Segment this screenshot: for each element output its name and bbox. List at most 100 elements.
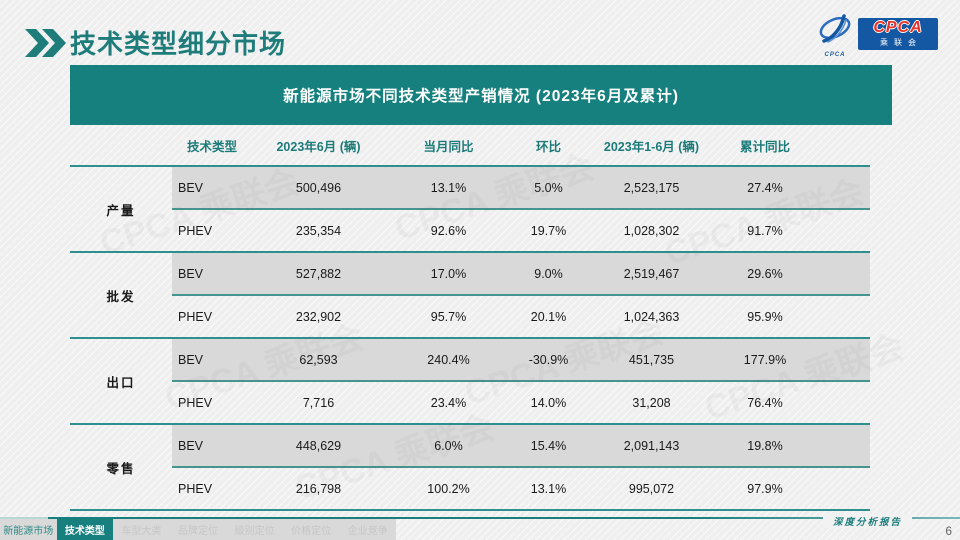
table-cell: 500,496: [252, 166, 385, 210]
table-cell: 17.0%: [385, 252, 512, 296]
table-cell: 1,028,302: [585, 209, 718, 253]
table-cell: 92.6%: [385, 209, 512, 253]
table-row: 出口 BEV 62,593 240.4% -30.9% 451,735 177.9%: [70, 338, 870, 425]
table-cell: 27.4%: [718, 166, 812, 210]
table-row: PHEV 7,716 23.4% 14.0% 31,208 76.4%: [70, 381, 870, 425]
table-row: 产量 BEV 500,496 13.1% 5.0% 2,523,175 27.4%: [70, 166, 870, 253]
footer-report-label: 深度分析报告: [822, 514, 912, 528]
cpca-logo: CPCA CPCA 乘联会: [814, 8, 938, 58]
table-row: PHEV 232,902 95.7% 20.1% 1,024,363 95.9%: [70, 295, 870, 339]
table-cell: [812, 424, 870, 468]
row-group-label: 批发: [70, 252, 172, 339]
table-cell: 177.9%: [718, 338, 812, 382]
table-row: PHEV 216,798 100.2% 13.1% 995,072 97.9%: [70, 467, 870, 511]
table-cell: 100.2%: [385, 467, 512, 511]
table-cell: [812, 166, 870, 210]
table-cell: [812, 295, 870, 339]
bottom-tab[interactable]: 车型大类: [121, 526, 162, 537]
table-cell: BEV: [172, 424, 252, 468]
table-cell: 7,716: [252, 381, 385, 425]
table-cell: 451,735: [585, 338, 718, 382]
table-cell: 232,902: [252, 295, 385, 339]
table-row: 批发 BEV 527,882 17.0% 9.0% 2,519,467 29.6%: [70, 252, 870, 339]
logo-chinese-text: 乘联会: [880, 38, 922, 47]
header-spacer: [812, 125, 870, 167]
bottom-tab-bar: 新能源市场 技术类型 车型大类 品牌定位 级别定位 价格定位 企业竞争: [0, 519, 396, 540]
table-cell: 995,072: [585, 467, 718, 511]
col-header-tech: 技术类型: [172, 125, 252, 167]
bottom-tab[interactable]: 价格定位: [291, 526, 332, 537]
table-cell: 2,519,467: [585, 252, 718, 296]
table-cell: 448,629: [252, 424, 385, 468]
table-cell: [812, 252, 870, 296]
table-cell: PHEV: [172, 381, 252, 425]
cpca-logo-box: CPCA 乘联会: [858, 18, 938, 50]
logo-cpca-text: CPCA: [873, 19, 923, 36]
bottom-tab[interactable]: 企业竞争: [347, 526, 388, 537]
table-cell: PHEV: [172, 295, 252, 339]
table-cell: 31,208: [585, 381, 718, 425]
table-title-banner: 新能源市场不同技术类型产销情况 (2023年6月及累计): [70, 65, 892, 125]
table-cell: 97.9%: [718, 467, 812, 511]
slide-header: 技术类型细分市场: [24, 24, 286, 61]
col-header-cum: 累计同比: [718, 125, 812, 167]
table-cell: 91.7%: [718, 209, 812, 253]
table-cell: 95.7%: [385, 295, 512, 339]
table-cell: 23.4%: [385, 381, 512, 425]
table-header-row: 技术类型 2023年6月 (辆) 当月同比 环比 2023年1-6月 (辆) 累…: [70, 125, 870, 167]
table-cell: 15.4%: [512, 424, 585, 468]
table-cell: 95.9%: [718, 295, 812, 339]
table-cell: BEV: [172, 338, 252, 382]
row-group-label: 出口: [70, 338, 172, 425]
table-body: 产量 BEV 500,496 13.1% 5.0% 2,523,175 27.4% PHEV 2…: [70, 166, 870, 511]
table-cell: 76.4%: [718, 381, 812, 425]
table-row: 零售 BEV 448,629 6.0% 15.4% 2,091,143 19.8%: [70, 424, 870, 511]
table-cell: 2,091,143: [585, 424, 718, 468]
bottom-tab[interactable]: 级别定位: [234, 526, 275, 537]
table-cell: PHEV: [172, 467, 252, 511]
nev-data-table: 技术类型 2023年6月 (辆) 当月同比 环比 2023年1-6月 (辆) 累…: [70, 125, 870, 511]
table-cell: 6.0%: [385, 424, 512, 468]
table-cell: 240.4%: [385, 338, 512, 382]
table-cell: 29.6%: [718, 252, 812, 296]
page-number: 6: [945, 524, 952, 538]
table-cell: 2,523,175: [585, 166, 718, 210]
table-cell: 20.1%: [512, 295, 585, 339]
table-cell: [812, 467, 870, 511]
double-chevron-icon: [25, 28, 66, 57]
table-cell: BEV: [172, 166, 252, 210]
header-spacer: [70, 125, 172, 167]
col-header-mom: 环比: [512, 125, 585, 167]
col-header-ytd: 2023年1-6月 (辆): [585, 125, 718, 167]
table-cell: [812, 381, 870, 425]
table-cell: 19.8%: [718, 424, 812, 468]
table-cell: 216,798: [252, 467, 385, 511]
page-title: 技术类型细分市场: [70, 29, 287, 59]
bottom-tab[interactable]: 技术类型: [56, 519, 114, 540]
col-header-month: 2023年6月 (辆): [252, 125, 385, 167]
table-cell: 235,354: [252, 209, 385, 253]
table-cell: 62,593: [252, 338, 385, 382]
cpca-swoosh-icon: CPCA: [814, 12, 856, 58]
table-cell: [812, 338, 870, 382]
table-cell: PHEV: [172, 209, 252, 253]
row-group-label: 产量: [70, 166, 172, 253]
table-cell: 9.0%: [512, 252, 585, 296]
footer-divider-line: [0, 517, 960, 519]
logo-caption: CPCA: [824, 52, 846, 58]
bottom-tab[interactable]: 品牌定位: [178, 526, 219, 537]
table-cell: 5.0%: [512, 166, 585, 210]
table-cell: -30.9%: [512, 338, 585, 382]
table-cell: 13.1%: [512, 467, 585, 511]
bottom-tab[interactable]: 新能源市场: [3, 526, 54, 537]
table-cell: 527,882: [252, 252, 385, 296]
table-cell: BEV: [172, 252, 252, 296]
table-row: PHEV 235,354 92.6% 19.7% 1,028,302 91.7%: [70, 209, 870, 253]
table-cell: 1,024,363: [585, 295, 718, 339]
table-cell: 13.1%: [385, 166, 512, 210]
col-header-yoy: 当月同比: [385, 125, 512, 167]
row-group-label: 零售: [70, 424, 172, 511]
table-cell: 14.0%: [512, 381, 585, 425]
table-cell: [812, 209, 870, 253]
table-cell: 19.7%: [512, 209, 585, 253]
